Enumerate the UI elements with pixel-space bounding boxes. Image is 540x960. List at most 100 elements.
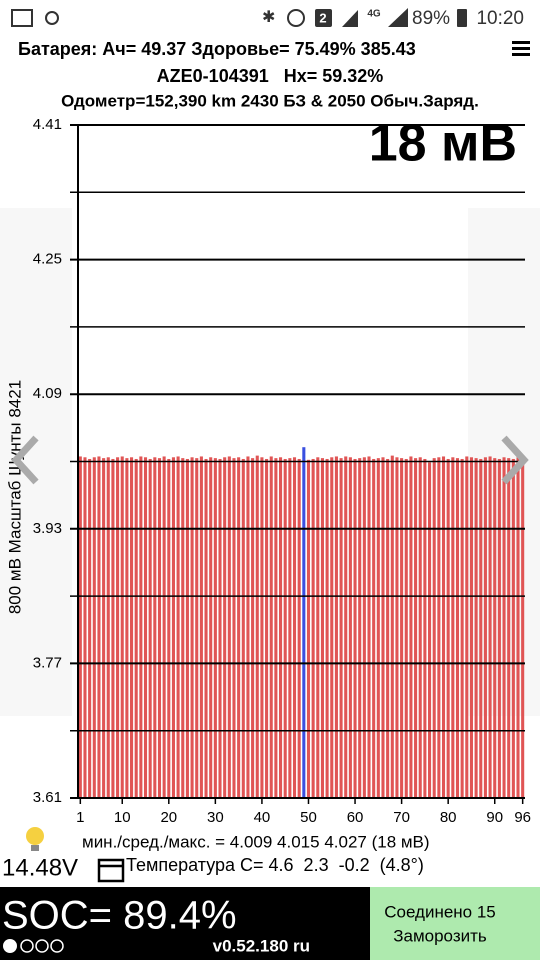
bar [441,456,446,798]
bar [302,447,306,798]
y-tick-label: 4.09 [33,385,62,402]
x-tick-label: 20 [160,809,177,826]
bar [176,456,180,798]
bar [483,457,487,798]
bar [479,458,483,798]
menu-bar [512,47,530,50]
bar [330,457,334,798]
y-tick-label: 4.41 [33,116,62,133]
bar [255,455,259,798]
bar [381,457,385,798]
bar [474,458,478,798]
calendar [97,858,125,883]
bar [237,457,241,798]
button-label: Заморозить [393,926,487,945]
side-panel [0,208,72,716]
bar [116,457,120,798]
dot [3,939,17,953]
bar [428,462,432,798]
bar [376,458,380,798]
dot [50,939,64,953]
bar [111,458,115,798]
bar [153,457,157,798]
bar [148,458,152,798]
bar [279,457,283,798]
bar [171,457,175,798]
bar [455,458,460,798]
bar [162,456,166,798]
y-axis-label: 800 мВ Масштаб Шунты 8421 [5,380,24,614]
header-line: AZE0-104391 Hx= 59.32% [157,66,384,86]
bar [451,457,455,798]
bar [339,458,343,798]
bar [469,457,473,798]
menu-bar [512,41,530,44]
header-line: Одометр=152,390 km 2430 БЗ & 2050 Обыч.З… [61,91,479,110]
bluetooth-icon: ✱ [262,9,275,26]
bar [348,457,352,798]
bar [102,458,106,798]
bar [199,456,203,798]
bar [288,458,292,798]
bar [334,456,338,798]
bar [521,456,525,798]
page-dots [3,939,64,953]
bar [195,458,199,798]
bar [120,456,124,798]
soc: SOC= 89.4% [2,894,237,938]
x-tick-label: 30 [207,809,224,826]
next-arrow[interactable] [501,435,529,485]
bar [460,458,464,798]
bar [92,457,96,798]
bar [139,456,143,798]
network-type: 4G [367,9,381,20]
button-label: Соединено 15 [384,902,496,921]
bar [325,458,329,798]
bar [423,458,427,798]
x-tick-label: 60 [347,809,364,826]
button-bg [370,887,540,960]
bar [488,456,492,798]
x-tick-label: 1 [76,809,84,826]
bar [269,456,273,798]
annotation: 18 мВ [369,115,517,173]
bar [130,457,134,798]
menu-icon[interactable] [512,41,530,56]
bar [358,458,362,798]
connect-button[interactable]: Соединено 15 Заморозить [370,887,540,960]
bar [390,455,394,798]
bar [227,456,231,798]
sim-number: 2 [319,10,326,25]
menu-bar [512,53,530,56]
bar [83,457,87,798]
bulb-icon [26,827,44,851]
alarm-icon [287,9,305,27]
weather-icon [45,11,59,25]
dot [20,939,34,953]
bar [185,458,189,798]
bar [143,457,148,798]
bar [511,458,515,798]
bar [432,458,436,798]
bar [386,458,390,798]
cell-stats: мин./сред./макс. = 4.009 4.015 4.027 (18… [82,832,430,851]
battery-icon [457,9,467,27]
x-tick-label: 50 [300,809,317,826]
bar [223,457,227,798]
bar [306,459,311,798]
bar [497,458,501,798]
prev-arrow[interactable] [11,435,39,485]
bar [78,456,82,798]
header-line: Батарея: Ач= 49.37 Здоровье= 75.49% 385.… [18,39,416,59]
bar [516,457,520,798]
bar [157,458,162,798]
bulb-base [31,845,39,851]
bar [274,458,278,798]
bar [311,458,315,798]
bar [204,458,208,798]
version: v0.52.180 ru [213,936,310,955]
bar [465,456,469,798]
bar [218,458,222,798]
